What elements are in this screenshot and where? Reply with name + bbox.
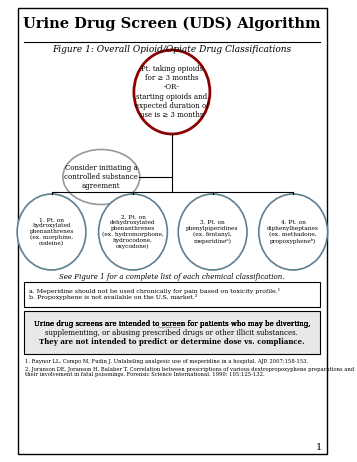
FancyBboxPatch shape bbox=[18, 8, 327, 454]
Text: 2. Pt. on
dehydroxylated
phenanthrenes
(ex. hydromorphone,
hydrocodone,
oxycodon: 2. Pt. on dehydroxylated phenanthrenes (… bbox=[102, 215, 164, 249]
Text: Consider initiating a
controlled substance
agreement: Consider initiating a controlled substan… bbox=[64, 164, 138, 190]
Circle shape bbox=[99, 194, 167, 270]
Text: Pt. taking opioids
for ≥ 3 months
-OR-
starting opioids and
expected duration of: Pt. taking opioids for ≥ 3 months -OR- s… bbox=[135, 65, 209, 119]
Circle shape bbox=[259, 194, 328, 270]
Text: See Figure 1 for a complete list of each chemical classification.: See Figure 1 for a complete list of each… bbox=[59, 273, 285, 281]
Text: Urine drug screens are intended to ̲s̲c̲r̲e̲e̲n for patients who may be divertin: Urine drug screens are intended to ̲s̲c̲… bbox=[34, 320, 310, 328]
Text: a. Meperidine should not be used chronically for pain based on toxicity profile.: a. Meperidine should not be used chronic… bbox=[29, 287, 280, 300]
Circle shape bbox=[134, 50, 210, 134]
Text: 2. Joranson DE, Joranson H, Balaber T. Correlation between prescriptions of vari: 2. Joranson DE, Joranson H, Balaber T. C… bbox=[25, 367, 355, 377]
Ellipse shape bbox=[63, 150, 140, 205]
Text: 1: 1 bbox=[315, 443, 322, 451]
Text: 1. Raynor LL, Compo M, Fudin J. Unlabeling analgesic use of meperidine in a hosp: 1. Raynor LL, Compo M, Fudin J. Unlabeli… bbox=[25, 359, 308, 365]
Text: 4. Pt. on
diphenylheptanes
(ex. methadone,
propoxypheneᵇ): 4. Pt. on diphenylheptanes (ex. methadon… bbox=[267, 220, 319, 244]
FancyBboxPatch shape bbox=[24, 311, 320, 354]
Text: Urine drug screens are intended to screen for patients who may be diverting,: Urine drug screens are intended to scree… bbox=[34, 320, 310, 328]
Text: They are not intended to predict or determine dose vs. compliance.: They are not intended to predict or dete… bbox=[39, 338, 305, 346]
Text: Urine drug screens are intended to screen for patients who may be diverting,: Urine drug screens are intended to scree… bbox=[34, 320, 310, 328]
Text: 3. Pt. on
phenylpiperidines
(ex. fentanyl,
meperidineᵃ): 3. Pt. on phenylpiperidines (ex. fentany… bbox=[186, 220, 239, 243]
Circle shape bbox=[178, 194, 247, 270]
Circle shape bbox=[17, 194, 86, 270]
Text: 1. Pt. on
hydroxylated
phenanthrenes
(ex. morphine,
codeine): 1. Pt. on hydroxylated phenanthrenes (ex… bbox=[29, 218, 74, 246]
Text: supplementing, or abusing prescribed drugs or other illicit substances.: supplementing, or abusing prescribed dru… bbox=[45, 329, 298, 337]
Text: Urine Drug Screen (UDS) Algorithm: Urine Drug Screen (UDS) Algorithm bbox=[23, 17, 321, 31]
Text: Figure 1: Overall Opioid/Opiate Drug Classifications: Figure 1: Overall Opioid/Opiate Drug Cla… bbox=[52, 45, 291, 55]
FancyBboxPatch shape bbox=[24, 282, 320, 307]
